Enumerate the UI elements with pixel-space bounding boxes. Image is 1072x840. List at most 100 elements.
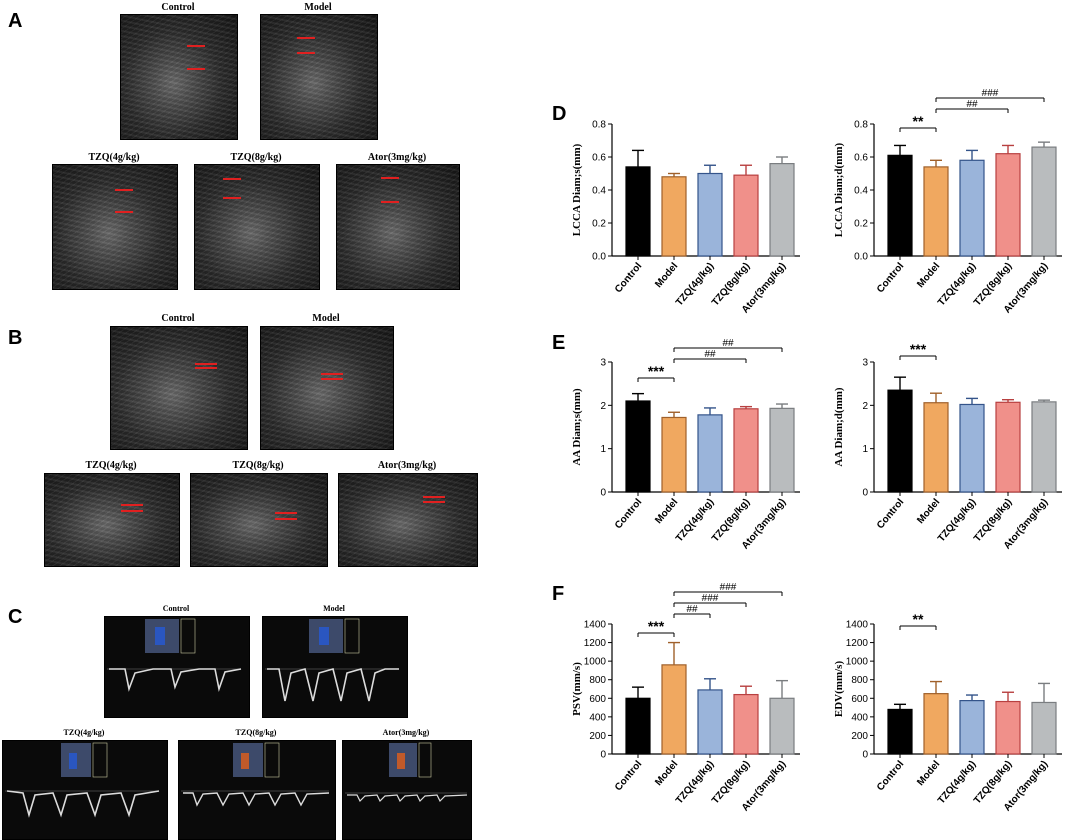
doppler-trace [107,618,242,693]
bar [923,402,949,493]
measure-marker [195,363,217,365]
caption-a-control: Control [161,2,195,13]
y-tick-label: 800 [851,675,868,686]
measure-marker [223,178,241,180]
bar [923,166,949,257]
y-tick-label: 1 [862,444,868,455]
x-tick-label: Model [653,759,680,788]
ultrasound-image-a-control [120,14,238,140]
y-axis-label: PSV(mm/s) [571,662,583,716]
ultrasound-image-b-model [260,326,394,450]
significance-label: ## [966,99,978,110]
bar [887,389,913,493]
significance-label: ** [913,113,924,129]
y-tick-label: 0 [862,488,868,499]
significance-label: *** [910,341,927,357]
chart-psv: 0 200 400 600 800 1000 1200 1400 PSV(mm/s) Contro… [571,582,800,814]
panel-letter-b: B [8,327,23,349]
measure-marker [275,512,297,514]
measure-marker [381,201,399,203]
significance-label: ## [686,604,698,615]
y-tick-label: 200 [851,731,868,742]
bar [733,693,759,755]
bar [697,689,723,755]
caption-b-tzq8: TZQ(8g/kg) [232,460,284,471]
y-tick-label: 0.6 [854,153,868,164]
measure-marker [381,177,399,179]
x-tick-label: Control [875,497,906,531]
bar [625,400,651,493]
significance-label: *** [648,618,665,634]
ultrasound-image-a-model [260,14,378,140]
bar [625,697,651,755]
ultrasound-image-b-tzq4 [44,473,180,567]
y-tick-label: 0.4 [592,186,606,197]
bar [1031,701,1057,755]
bar [959,403,985,493]
bar [887,708,913,755]
y-tick-label: 2 [600,401,606,412]
y-tick-label: 1 [600,444,606,455]
y-tick-label: 0 [600,488,606,499]
measure-marker [297,37,315,39]
y-tick-label: 0.2 [592,219,606,230]
y-tick-label: 0.8 [592,120,606,131]
bar [661,176,687,257]
bar [733,408,759,493]
y-tick-label: 0 [862,750,868,761]
y-tick-label: 400 [851,712,868,723]
y-tick-label: 600 [589,694,606,705]
measure-marker [121,504,143,506]
panel-letter-e: E [552,332,566,354]
panel-letter-a: A [8,10,23,32]
bar [769,162,795,257]
doppler-image-c-tzq8 [178,740,336,840]
y-tick-label: 1400 [584,620,607,631]
measure-marker [187,68,205,70]
caption-b-model: Model [312,313,340,324]
y-tick-label: 0 [600,750,606,761]
caption-c-tzq8: TZQ(8g/kg) [235,728,277,737]
caption-a-tzq4: TZQ(4g/kg) [88,152,140,163]
caption-b-control: Control [161,313,195,324]
y-tick-label: 1400 [846,620,869,631]
caption-c-control: Control [162,604,190,613]
measure-marker [321,378,343,380]
bar [1031,401,1057,493]
bar [1031,146,1057,257]
x-tick-label: Model [915,759,942,788]
y-axis-label: AA Diam;s(mm) [571,388,583,466]
doppler-image-c-control [104,616,250,718]
doppler-image-c-model [262,616,408,718]
bar [769,407,795,493]
y-tick-label: 0.4 [854,186,868,197]
y-tick-label: 0.0 [854,252,868,263]
panel-letter-c: C [8,606,23,628]
doppler-image-c-ator [342,740,472,840]
bar [887,154,913,257]
ultrasound-image-a-ator [336,164,460,290]
measure-marker [423,496,445,498]
y-tick-label: 600 [851,694,868,705]
x-tick-label: Model [915,261,942,290]
bar [661,416,687,493]
x-tick-label: Control [613,497,644,531]
measure-marker [275,518,297,520]
measure-marker [187,45,205,47]
significance-label: ## [704,349,716,360]
caption-b-ator: Ator(3mg/kg) [377,460,437,471]
caption-a-model: Model [304,2,332,13]
x-tick-label: Control [613,261,644,295]
doppler-image-c-tzq4 [2,740,168,840]
measure-marker [321,373,343,375]
bar [959,159,985,257]
caption-c-tzq4: TZQ(4g/kg) [63,728,105,737]
y-axis-label: EDV(mm/s) [833,661,845,718]
chart-lcca-diam-s: 0.0 0.2 0.4 0.6 0.8 LCCA Diam;s(mm) Control Mod… [571,120,800,316]
doppler-trace [181,742,330,807]
significance-label: ### [982,88,999,99]
measure-marker [115,211,133,213]
bar [995,153,1021,257]
measure-marker [423,501,445,503]
significance-label: ### [702,593,719,604]
